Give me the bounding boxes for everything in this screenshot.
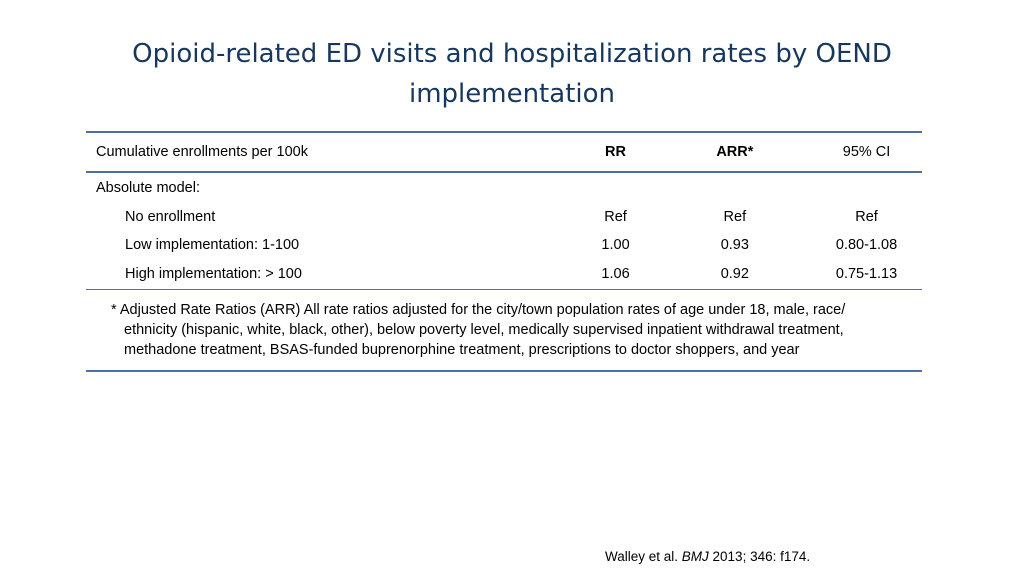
results-table-container: Cumulative enrollments per 100k RR ARR* …	[86, 131, 922, 372]
row-rr: 1.06	[572, 259, 659, 290]
table-header-row: Cumulative enrollments per 100k RR ARR* …	[86, 131, 922, 173]
row-label: Low implementation: 1-100	[125, 237, 300, 253]
row-arr: 0.93	[720, 237, 749, 253]
section-row: Absolute model:	[86, 172, 922, 203]
header-arr: ARR*	[658, 131, 812, 173]
row-rr: 1.00	[601, 237, 630, 253]
results-table: Cumulative enrollments per 100k RR ARR* …	[86, 131, 922, 290]
row-rr: Ref	[604, 209, 627, 225]
table-row: High implementation: > 100 1.06 0.92 0.7…	[86, 259, 922, 290]
header-label: Cumulative enrollments per 100k	[86, 131, 573, 173]
citation-authors: Walley et al.	[605, 549, 682, 564]
row-arr: 0.92	[658, 259, 812, 290]
citation-details: 2013; 346: f174.	[708, 549, 811, 564]
row-ci: Ref	[855, 209, 878, 225]
row-ci: 0.75-1.13	[811, 259, 922, 290]
slide-title: Opioid-related ED visits and hospitaliza…	[132, 39, 892, 109]
row-arr: Ref	[723, 209, 747, 225]
row-ci: 0.80-1.08	[835, 237, 898, 253]
table-footnote: * Adjusted Rate Ratios (ARR) All rate ra…	[86, 290, 922, 372]
section-label: Absolute model:	[96, 180, 200, 196]
citation-journal: BMJ	[681, 549, 709, 564]
citation: Walley et al. BMJ 2013; 346: f174.	[605, 549, 810, 564]
row-label: No enrollment	[125, 209, 216, 225]
table-row: No enrollment Ref Ref Ref	[86, 203, 922, 231]
table-row: Low implementation: 1-100 1.00 0.93 0.80…	[86, 231, 922, 259]
row-label: High implementation: > 100	[86, 259, 573, 290]
header-rr: RR	[572, 131, 659, 173]
header-ci: 95% CI	[811, 131, 922, 173]
